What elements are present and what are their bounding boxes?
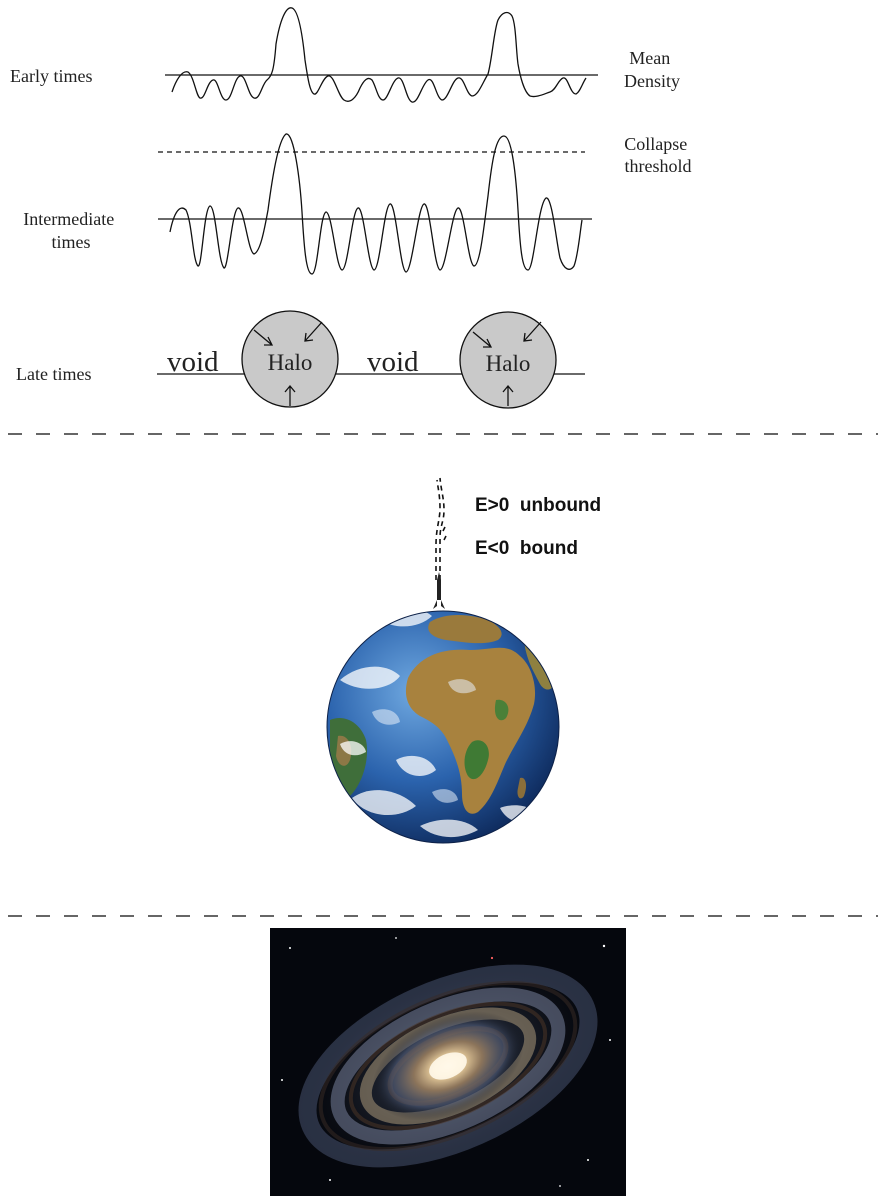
intermediate-times-label: Intermediate times [23, 209, 118, 252]
halo-right: Halo [459, 311, 557, 409]
halo-label-left: Halo [268, 350, 313, 375]
late-times-label: Late times [16, 364, 91, 384]
escape-panel: E>0 unbound E<0 bound [326, 477, 601, 844]
early-density-curve [171, 7, 587, 103]
halo-left: Halo [241, 310, 339, 408]
halo-label-right: Halo [486, 351, 531, 376]
void-label-right: void [367, 346, 419, 378]
void-label-left: void [167, 346, 219, 378]
infall-arrows-right [472, 321, 542, 406]
galaxy-photo [270, 928, 626, 1196]
mean-density-label: Mean Density [624, 48, 680, 91]
trajectory-lines [435, 477, 447, 580]
collapse-threshold-label: Collapse threshold [624, 134, 692, 176]
bound-label: E<0 bound [475, 538, 578, 559]
intermediate-density-curve [169, 133, 583, 275]
unbound-label: E>0 unbound [475, 495, 601, 516]
density-panel: Early times Intermediate times Late time… [10, 7, 692, 409]
earth-globe [326, 610, 560, 844]
early-times-label: Early times [10, 66, 92, 86]
infall-arrows-left [253, 321, 323, 406]
rocket-icon [433, 572, 445, 609]
